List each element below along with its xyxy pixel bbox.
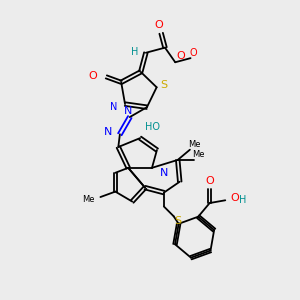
Text: O: O: [205, 176, 214, 186]
Text: Me: Me: [189, 140, 201, 149]
Text: HO: HO: [145, 122, 160, 132]
Text: N: N: [124, 106, 132, 116]
Text: N: N: [103, 127, 112, 137]
Text: H: H: [131, 47, 139, 57]
Text: S: S: [160, 80, 167, 90]
Text: O: O: [230, 193, 239, 203]
Text: Me: Me: [82, 194, 94, 203]
Text: N: N: [160, 168, 168, 178]
Text: H: H: [239, 195, 247, 205]
Text: S: S: [174, 216, 181, 226]
Text: O: O: [190, 48, 197, 58]
Text: Me: Me: [192, 151, 205, 160]
Text: O: O: [155, 20, 164, 30]
Text: O: O: [177, 51, 185, 61]
Text: O: O: [88, 71, 98, 81]
Text: N: N: [110, 102, 117, 112]
